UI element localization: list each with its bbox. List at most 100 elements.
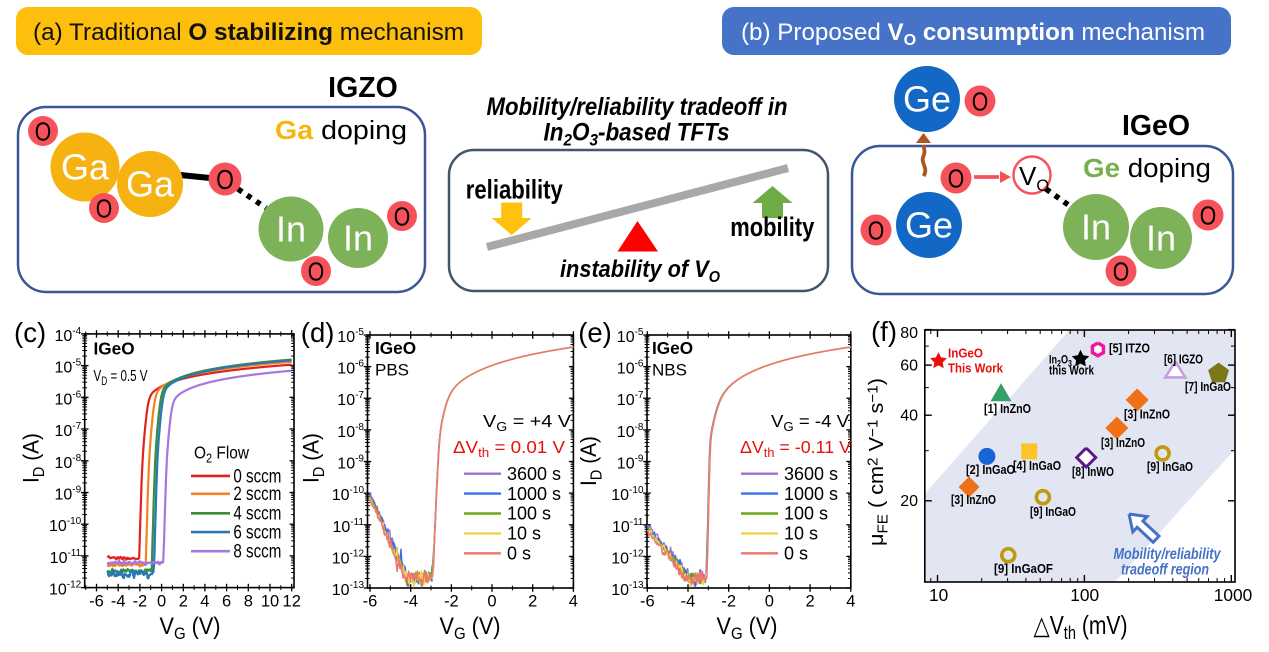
svg-text:IGeO: IGeO <box>94 339 135 359</box>
svg-text:-6: -6 <box>89 593 104 611</box>
svg-text:0: 0 <box>157 593 166 611</box>
svg-text:10 s: 10 s <box>784 524 818 544</box>
svg-text:NBS: NBS <box>652 361 687 380</box>
svg-text:40: 40 <box>900 408 918 425</box>
svg-text:IGeO: IGeO <box>375 338 416 358</box>
svg-text:O: O <box>216 164 234 195</box>
svg-text:[9] InGaO: [9] InGaO <box>1030 505 1076 519</box>
svg-text:this Work: this Work <box>1049 364 1094 378</box>
svg-text:O: O <box>96 193 113 223</box>
svg-text:In: In <box>276 209 306 250</box>
svg-text:[9] InGaO: [9] InGaO <box>1147 460 1193 474</box>
svg-text:O2 Flow: O2 Flow <box>194 443 249 466</box>
svg-text:In2O3: In2O3 <box>1049 355 1072 369</box>
svg-text:InGeO: InGeO <box>948 347 983 361</box>
svg-text:-2: -2 <box>133 593 148 611</box>
svg-text:(e): (e) <box>578 317 612 348</box>
svg-text:(c): (c) <box>14 317 46 348</box>
svg-text:80: 80 <box>900 325 918 342</box>
svg-text:Ge doping: Ge doping <box>1083 153 1211 183</box>
svg-text:VG = +4 V: VG = +4 V <box>483 411 571 434</box>
svg-text:0: 0 <box>487 593 496 611</box>
svg-text:reliability: reliability <box>466 175 563 205</box>
svg-text:[6] IGZO: [6] IGZO <box>1164 353 1203 367</box>
svg-text:ΔVth = 0.01 V: ΔV th = 0.01 V <box>453 437 565 460</box>
svg-text:O: O <box>308 256 325 286</box>
svg-text:Ga doping: Ga doping <box>275 115 407 145</box>
svg-text:IGeO: IGeO <box>1122 110 1190 142</box>
svg-text:mobility: mobility <box>730 212 814 242</box>
svg-text:O: O <box>35 116 52 146</box>
svg-text:1000: 1000 <box>1214 585 1252 605</box>
svg-text:VG (V): VG (V) <box>160 613 221 643</box>
svg-text:O: O <box>972 86 989 116</box>
svg-text:0 s: 0 s <box>784 544 808 564</box>
svg-text:VG (V): VG (V) <box>440 613 501 643</box>
svg-text:20: 20 <box>900 493 918 510</box>
svg-text:[3] InZnO: [3] InZnO <box>951 493 996 507</box>
svg-text:-2: -2 <box>444 593 459 611</box>
svg-text:[5] ITZO: [5] ITZO <box>1109 342 1150 356</box>
svg-text:Ge: Ge <box>905 205 953 246</box>
svg-text:(d): (d) <box>301 317 335 348</box>
svg-text:8 sccm: 8 sccm <box>233 541 281 563</box>
svg-text:Ga: Ga <box>61 147 110 188</box>
svg-text:3600 s: 3600 s <box>784 464 838 484</box>
svg-text:-4: -4 <box>403 593 418 611</box>
svg-text:O: O <box>868 215 885 245</box>
svg-text:(f): (f) <box>871 316 897 347</box>
svg-text:8: 8 <box>244 593 253 611</box>
svg-text:[1] InZnO: [1] InZnO <box>984 402 1031 416</box>
svg-text:0 s: 0 s <box>507 544 531 564</box>
svg-text:Mobility/reliability: Mobility/reliability <box>1114 546 1222 563</box>
svg-text:1000 s: 1000 s <box>507 484 561 504</box>
svg-text:instability of VO: instability of VO <box>560 256 720 286</box>
svg-text:O: O <box>394 201 411 231</box>
svg-text:2 sccm: 2 sccm <box>233 483 281 505</box>
svg-text:PBS: PBS <box>375 361 409 380</box>
svg-text:4: 4 <box>569 593 578 611</box>
svg-text:2: 2 <box>179 593 188 611</box>
svg-text:This Work: This Work <box>948 362 1003 376</box>
svg-text:100 s: 100 s <box>507 504 551 524</box>
svg-text:In: In <box>343 218 373 259</box>
svg-text:-2: -2 <box>721 593 736 611</box>
svg-text:10: 10 <box>261 593 279 611</box>
svg-text:4: 4 <box>200 593 209 611</box>
svg-text:IGeO: IGeO <box>652 338 693 358</box>
svg-text:ID (A): ID (A) <box>299 433 329 483</box>
svg-text:Ga: Ga <box>126 164 175 205</box>
svg-text:-4: -4 <box>111 593 126 611</box>
svg-text:Mobility/reliability tradeoff: Mobility/reliability tradeoff in <box>487 93 788 121</box>
svg-text:VG = -4 V: VG = -4 V <box>771 411 849 434</box>
svg-text:[2] InGaO: [2] InGaO <box>966 463 1015 477</box>
svg-text:-4: -4 <box>681 593 696 611</box>
svg-text:VD = 0.5 V: VD = 0.5 V <box>94 368 148 388</box>
svg-text:6 sccm: 6 sccm <box>233 522 281 544</box>
svg-text:3600 s: 3600 s <box>507 464 561 484</box>
svg-text:[4] InGaO: [4] InGaO <box>1013 459 1061 473</box>
svg-text:0: 0 <box>765 593 774 611</box>
svg-text:VO: VO <box>1019 161 1049 195</box>
svg-text:10 s: 10 s <box>507 524 541 544</box>
svg-text:ΔVth = -0.11 V: ΔVth = -0.11 V <box>740 437 851 460</box>
svg-text:O: O <box>1113 256 1130 286</box>
svg-text:4 sccm: 4 sccm <box>233 503 281 525</box>
svg-text:[8] InWO: [8] InWO <box>1072 465 1114 479</box>
svg-text:[7] InGaO: [7] InGaO <box>1185 380 1231 394</box>
svg-text:In: In <box>1081 207 1111 248</box>
svg-text:O: O <box>948 163 965 193</box>
svg-text:[9] InGaOF: [9] InGaOF <box>994 562 1053 576</box>
svg-text:1000 s: 1000 s <box>784 484 838 504</box>
svg-text:-6: -6 <box>640 593 655 611</box>
svg-text:In2O3-based TFTs: In2O3-based TFTs <box>544 119 730 150</box>
svg-text:In: In <box>1146 218 1176 259</box>
svg-text:IGZO: IGZO <box>328 72 398 104</box>
svg-text:tradeoff region: tradeoff region <box>1121 562 1209 579</box>
svg-text:[3] InZnO: [3] InZnO <box>1101 436 1145 450</box>
svg-text:2: 2 <box>528 593 537 611</box>
svg-text:0 sccm: 0 sccm <box>233 465 281 487</box>
svg-text:(a) Traditional O stabilizing: (a) Traditional O stabilizing mechanism <box>33 19 464 46</box>
svg-text:-6: -6 <box>363 593 378 611</box>
svg-text:2: 2 <box>806 593 815 611</box>
